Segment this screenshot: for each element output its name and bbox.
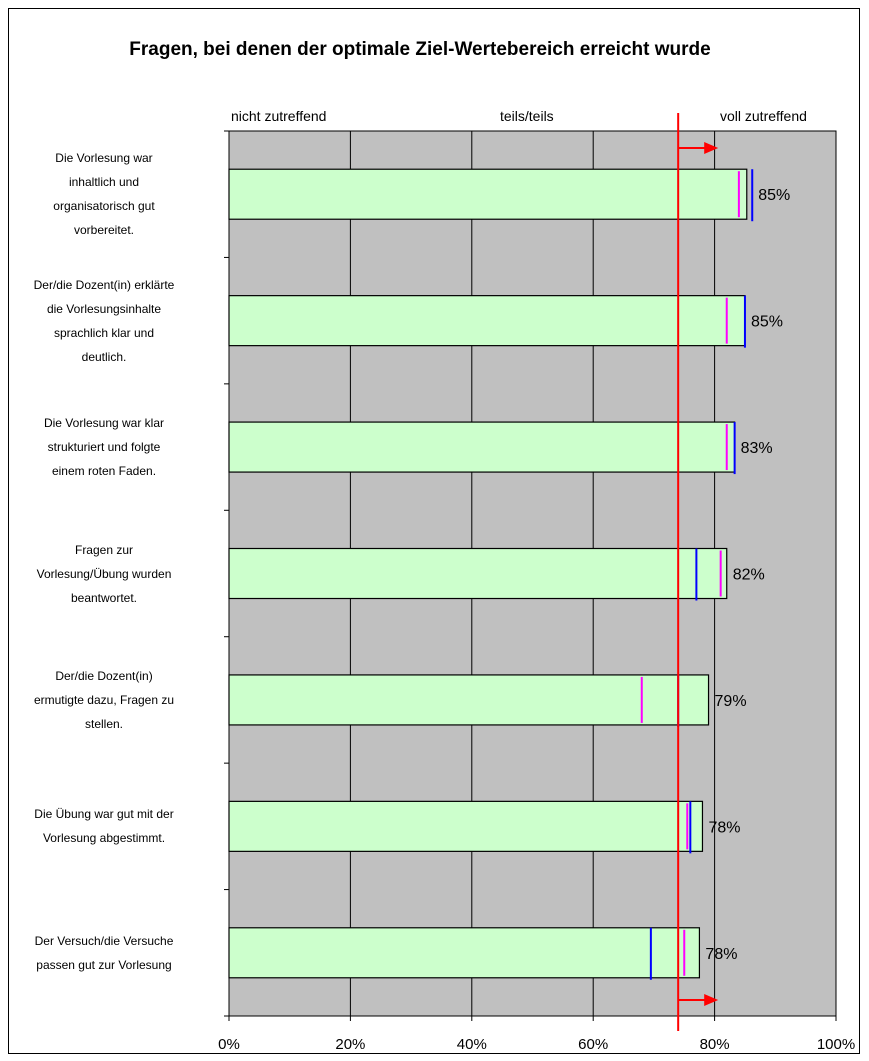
value-label: 85%: [758, 187, 790, 204]
bar: [228, 800, 704, 852]
category-label-line: strukturiert und folgte: [47, 440, 161, 455]
bar: [228, 168, 748, 220]
scale-label-right: voll zutreffend: [720, 108, 807, 124]
bar: [228, 295, 746, 347]
category-label-line: Die Vorlesung war: [55, 151, 153, 166]
value-label: 85%: [751, 314, 783, 331]
bar: [228, 421, 736, 473]
category-label-line: die Vorlesungsinhalte: [46, 301, 162, 316]
category-label-line: Fragen zur: [74, 542, 134, 557]
category-label-line: Der Versuch/die Versuche: [34, 933, 174, 948]
category-label-line: organisatorisch gut: [53, 199, 155, 214]
category-label: Die Vorlesung war klar strukturiert und f…: [10, 411, 198, 483]
category-label-line: inhaltlich und: [68, 175, 140, 190]
category-label: Der Versuch/die Versuche passen gut zur V…: [10, 929, 198, 977]
x-tick-label: 60%: [578, 1036, 609, 1053]
value-label: 79%: [715, 693, 747, 710]
category-label-line: Die Übung war gut mit der: [34, 807, 174, 822]
category-label-line: stellen.: [84, 716, 124, 731]
category-label-line: Die Vorlesung war klar: [43, 416, 165, 431]
category-label-line: sprachlich klar und: [53, 325, 155, 340]
bar: [228, 547, 728, 600]
category-label-line: einem roten Faden.: [51, 464, 157, 479]
threshold-arrow-head: [704, 994, 719, 1006]
category-label-line: Vorlesung/Übung wurden: [36, 566, 172, 581]
x-tick-label: 80%: [699, 1036, 730, 1053]
category-label: Fragen zur Vorlesung/Übung wurden beantwor…: [10, 538, 198, 610]
chart-title: Fragen, bei denen der optimale Ziel-Wert…: [129, 39, 711, 60]
value-label: 78%: [705, 946, 737, 963]
x-tick-label: 100%: [816, 1036, 856, 1053]
x-tick-label: 0%: [218, 1036, 240, 1053]
category-label: Der/die Dozent(in) erklärte die Vorlesung…: [10, 273, 198, 369]
bar: [228, 927, 701, 979]
category-label-line: Der/die Dozent(in): [55, 668, 153, 683]
x-tick-label: 20%: [335, 1036, 366, 1053]
category-label-line: Vorlesung abgestimmt.: [42, 831, 166, 846]
scale-label-middle: teils/teils: [500, 108, 554, 124]
category-label-line: deutlich.: [81, 349, 127, 364]
threshold-arrow-head: [704, 142, 719, 154]
category-label: Die Übung war gut mit der Vorlesung abges…: [10, 802, 198, 850]
value-label: 82%: [733, 567, 765, 584]
bar: [228, 674, 710, 726]
category-label-line: ermutigte dazu, Fragen zu: [33, 692, 175, 707]
scale-label-left: nicht zutreffend: [231, 108, 327, 124]
value-label: 83%: [741, 440, 773, 457]
category-label-line: vorbereitet.: [73, 223, 135, 238]
category-label: Der/die Dozent(in) ermutigte dazu, Fragen…: [10, 664, 198, 736]
x-tick-label: 40%: [456, 1036, 487, 1053]
category-label-line: passen gut zur Vorlesung: [36, 957, 172, 972]
category-label-line: beantwortet.: [70, 590, 138, 605]
category-label-line: Der/die Dozent(in) erklärte: [33, 277, 175, 292]
category-label: Die Vorlesung war inhaltlich und organisat…: [10, 146, 198, 242]
value-label: 78%: [708, 819, 740, 836]
